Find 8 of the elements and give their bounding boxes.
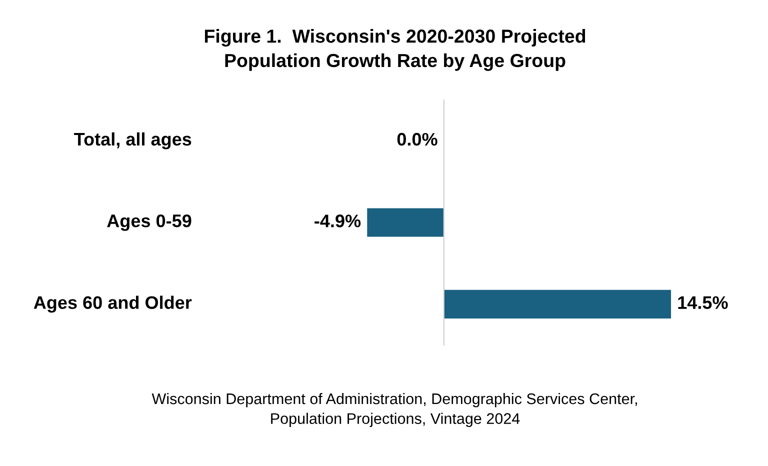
y-tick-label: Ages 60 and Older xyxy=(34,296,192,313)
chart-title: Figure 1. Wisconsin's 2020-2030 Projected Population Growth Rate by Age Group xyxy=(204,29,586,71)
data-label: 0.0% xyxy=(397,132,438,146)
y-tick-label: Ages 0-59 xyxy=(107,214,192,231)
text: Wisconsin Department of Administration, Demographic Services Center, Population Projections, Vintage 2024 xyxy=(152,392,637,428)
data-label: 14.5% xyxy=(678,296,728,310)
data-label: -4.9% xyxy=(314,214,361,228)
y-tick-label: Total, all ages xyxy=(74,132,192,150)
